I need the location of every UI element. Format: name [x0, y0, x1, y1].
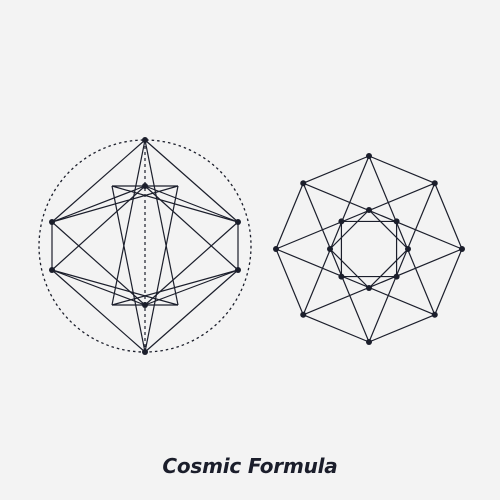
star-edge — [303, 182, 463, 250]
vertex-dot — [49, 219, 55, 225]
star-edge — [368, 155, 436, 315]
octagon-edge — [368, 155, 435, 184]
outer-vertex-dot — [273, 246, 279, 252]
inner-square-edge — [329, 209, 370, 250]
inner-vertex-dot — [338, 218, 345, 225]
diagonal-edge — [51, 269, 179, 306]
diagonal-edge — [111, 185, 239, 223]
outer-edge — [51, 269, 146, 353]
cross-edge — [144, 185, 239, 271]
vertex-dot — [142, 302, 148, 308]
left-geometry-figure — [38, 137, 252, 355]
inner-edge — [51, 185, 146, 223]
cross-edge — [51, 185, 146, 271]
inner-vertex-dot — [393, 218, 400, 225]
outer-edge — [51, 139, 146, 223]
inner-vertex-dot — [393, 273, 400, 280]
inner-square-edge — [368, 248, 409, 289]
outer-edge — [144, 139, 239, 223]
octagon-edge — [434, 248, 463, 315]
star-edge — [144, 185, 179, 353]
outer-vertex-dot — [300, 180, 307, 187]
vertex-dot — [142, 183, 148, 189]
vertex-dot — [142, 137, 148, 143]
octagon-edge — [303, 314, 370, 343]
inner-edge — [144, 269, 239, 306]
outer-vertex-dot — [300, 311, 307, 318]
inner-vertex-dot — [338, 273, 345, 280]
inner-square-edge — [368, 209, 409, 250]
octagon-edge — [434, 183, 463, 250]
inner-vertex-dot — [327, 246, 333, 252]
diagonal-edge — [51, 185, 179, 223]
diagonal-edge — [111, 269, 239, 306]
outer-vertex-dot — [431, 180, 438, 187]
vertex-dot — [235, 219, 241, 225]
star-edge — [144, 139, 179, 306]
outer-vertex-dot — [366, 153, 372, 159]
star-edge — [302, 183, 370, 343]
octagon-edge — [368, 314, 435, 343]
inner-square-edge — [329, 248, 370, 289]
inner-vertex-dot — [405, 246, 411, 252]
inner-edge — [51, 269, 146, 306]
star-edge — [303, 248, 463, 316]
star-edge — [302, 155, 370, 315]
star-edge — [275, 182, 435, 250]
vertex-dot — [142, 349, 148, 355]
outer-edge — [144, 269, 239, 353]
caption-title: Cosmic Formula — [162, 454, 338, 478]
inner-vertex-dot — [366, 285, 372, 291]
vertex-dot — [235, 267, 241, 273]
inner-vertex-dot — [366, 207, 372, 213]
star-edge — [111, 185, 146, 353]
outer-vertex-dot — [431, 311, 438, 318]
octagon-edge — [275, 248, 304, 315]
star-edge — [368, 183, 436, 343]
star-edge — [275, 248, 435, 316]
inner-edge — [144, 185, 239, 223]
star-edge — [111, 139, 146, 306]
right-geometry-figure — [273, 153, 465, 345]
vertex-dot — [49, 267, 55, 273]
outer-vertex-dot — [459, 246, 465, 252]
outer-vertex-dot — [366, 339, 372, 345]
octagon-edge — [303, 155, 370, 184]
octagon-edge — [275, 183, 304, 250]
